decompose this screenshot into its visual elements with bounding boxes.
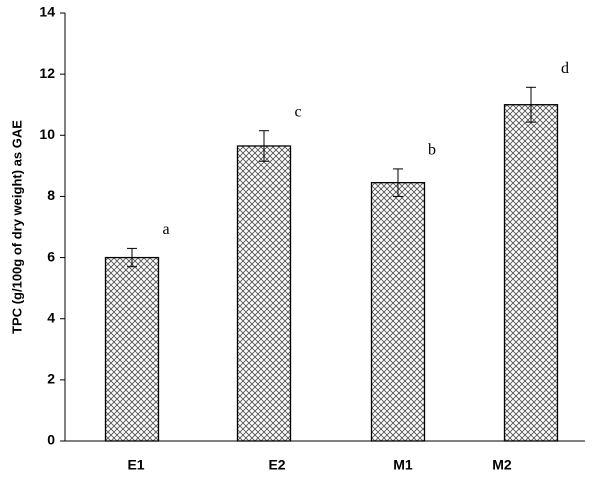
annotation: b <box>428 142 436 159</box>
x-tick-label: M1 <box>393 457 413 473</box>
annotation: c <box>294 103 301 120</box>
y-tick-label: 6 <box>47 248 55 264</box>
bar <box>503 104 559 442</box>
error-bar <box>127 247 137 268</box>
bar <box>236 145 292 442</box>
error-bar <box>526 86 536 123</box>
x-tick-label: M2 <box>492 457 512 473</box>
x-tick-label: E2 <box>268 457 285 473</box>
y-tick-label: 14 <box>39 4 55 20</box>
y-tick-label: 4 <box>47 309 55 325</box>
y-axis-label: TPC (g/100g of dry weight) as GAE <box>9 120 24 334</box>
error-bar <box>393 168 403 197</box>
error-bar <box>259 130 269 162</box>
y-tick-label: 0 <box>47 432 55 448</box>
y-tick-label: 2 <box>47 371 55 387</box>
y-tick-label: 8 <box>47 187 55 203</box>
y-tick-label: 10 <box>39 126 55 142</box>
bar <box>104 256 160 442</box>
y-tick-label: 12 <box>39 65 55 81</box>
annotation: d <box>561 60 569 77</box>
annotation: a <box>162 221 169 238</box>
x-tick-label: E1 <box>127 457 144 473</box>
bar <box>370 182 426 442</box>
